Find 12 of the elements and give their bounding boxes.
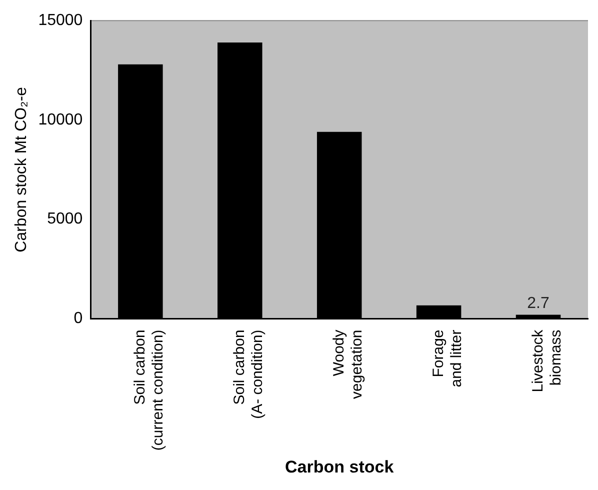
y-tick-label: 15000 bbox=[38, 12, 83, 30]
x-tick-label: Forage and litter bbox=[430, 330, 465, 388]
y-axis-title: Carbon stock Mt CO₂-e bbox=[13, 86, 30, 252]
x-tick-label: Livestock biomass bbox=[529, 329, 564, 392]
y-tick-label: 10000 bbox=[38, 111, 83, 128]
x-axis-title: Carbon stock bbox=[285, 457, 394, 476]
x-tick-label: Soil carbon (current condition) bbox=[132, 330, 167, 451]
y-tick-label: 5000 bbox=[47, 210, 83, 228]
annotation: 2.7 bbox=[527, 295, 550, 312]
x-tick-label: Soil carbon (A- condition) bbox=[231, 330, 266, 419]
x-tick-label: Woody vegetation bbox=[330, 329, 366, 399]
y-tick-label: 0 bbox=[74, 310, 83, 328]
